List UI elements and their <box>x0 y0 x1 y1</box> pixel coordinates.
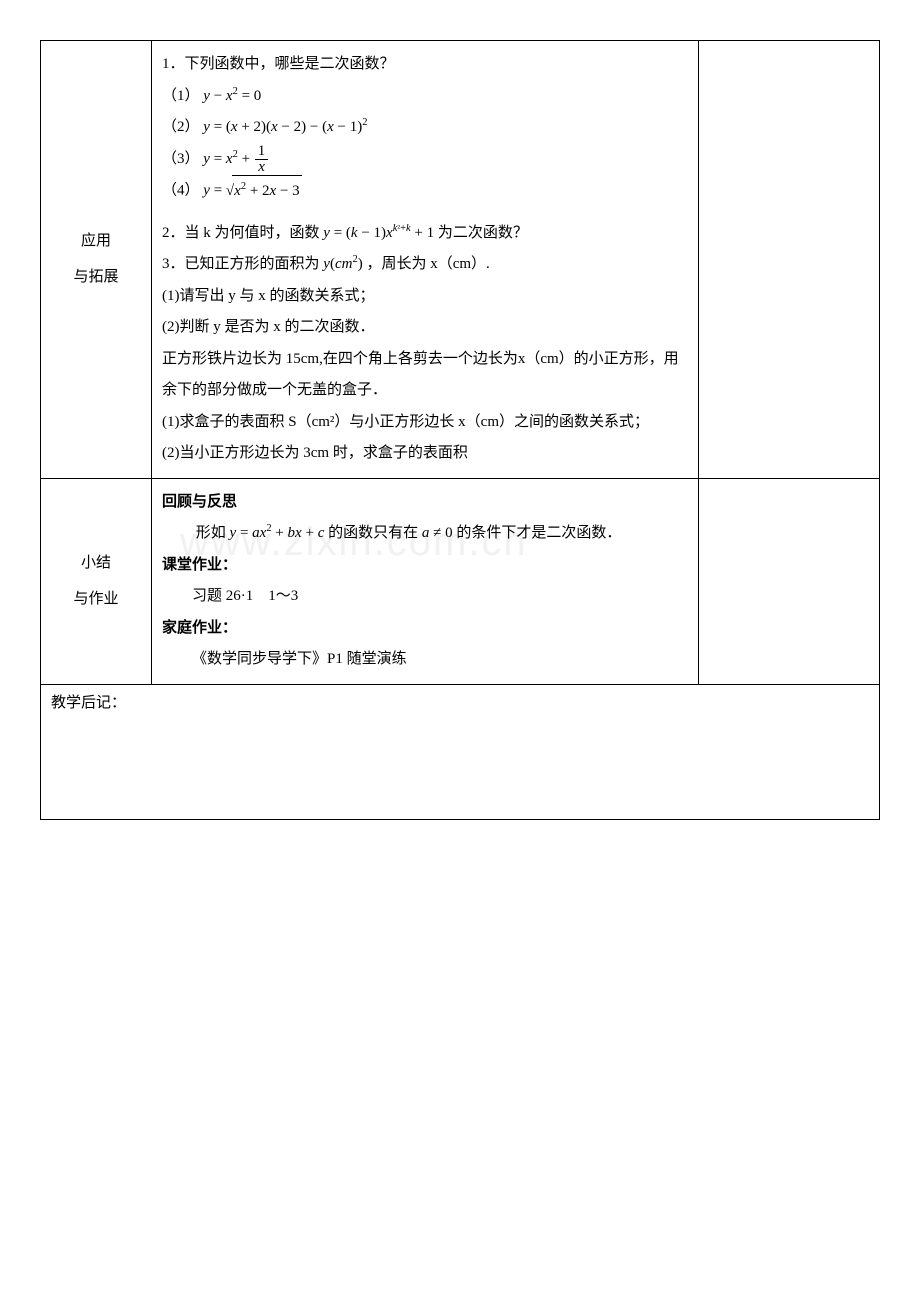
lesson-table: 应用与拓展 1．下列函数中，哪些是二次函数？ （1） y − x2 = 0 （2… <box>40 40 880 820</box>
homework-text: 《数学同步导学下》P1 随堂演练 <box>162 644 688 676</box>
label-applications: 应用与拓展 <box>41 41 152 479</box>
rt-b: 的函数只有在 <box>328 525 418 541</box>
heading-homework: 家庭作业： <box>162 613 688 645</box>
q3: 3．已知正方形的面积为 y(cm2) ，周长为 x（cm）. <box>162 249 688 281</box>
eq1: （1） y − x2 = 0 <box>162 81 688 113</box>
q3b: ，周长为 x（cm）. <box>366 256 489 272</box>
notes-label: 教学后记： <box>51 695 126 711</box>
content-notes: 教学后记： <box>41 684 880 819</box>
label-summary: 小结与作业 <box>41 478 152 684</box>
label-text-2: 小结与作业 <box>73 555 118 607</box>
q1-intro: 1．下列函数中，哪些是二次函数？ <box>162 49 688 81</box>
q2: 2．当 k 为何值时，函数 y = (k − 1)xk²+k + 1 为二次函数… <box>162 218 688 250</box>
classwork-text: 习题 26·1 1～3 <box>162 581 688 613</box>
content-summary: 回顾与反思 形如 y = ax2 + bx + c 的函数只有在 a ≠ 0 的… <box>152 478 699 684</box>
hw: 《数学同步导学下》P1 随堂演练 <box>192 651 407 667</box>
row-applications: 应用与拓展 1．下列函数中，哪些是二次函数？ （1） y − x2 = 0 （2… <box>41 41 880 479</box>
cw: 习题 26·1 1～3 <box>192 588 298 604</box>
side-summary <box>699 478 880 684</box>
q4-1: (1)求盒子的表面积 S（cm²）与小正方形边长 x（cm）之间的函数关系式； <box>162 407 688 439</box>
rt-a: 形如 <box>196 525 226 541</box>
eq2-pre: （2） <box>162 119 200 135</box>
eq2: （2） y = (x + 2)(x − 2) − (x − 1)2 <box>162 112 688 144</box>
heading-review: 回顾与反思 <box>162 487 688 519</box>
q4-2: (2)当小正方形边长为 3cm 时，求盒子的表面积 <box>162 438 688 470</box>
content-applications: 1．下列函数中，哪些是二次函数？ （1） y − x2 = 0 （2） y = … <box>152 41 699 479</box>
q3-1: (1)请写出 y 与 x 的函数关系式； <box>162 281 688 313</box>
eq3-pre: （3） <box>162 151 200 167</box>
label-text: 应用与拓展 <box>73 233 118 285</box>
side-applications <box>699 41 880 479</box>
eq1-pre: （1） <box>162 88 200 104</box>
row-summary: 小结与作业 回顾与反思 形如 y = ax2 + bx + c 的函数只有在 a… <box>41 478 880 684</box>
q2b: 为二次函数？ <box>438 225 528 241</box>
heading-classwork: 课堂作业： <box>162 550 688 582</box>
eq4-pre: （4） <box>162 183 200 199</box>
q3a: 3．已知正方形的面积为 <box>162 256 320 272</box>
review-text: 形如 y = ax2 + bx + c 的函数只有在 a ≠ 0 的条件下才是二… <box>162 518 688 550</box>
eq3: （3） y = x2 + 1x <box>162 144 688 176</box>
q4: 正方形铁片边长为 15cm,在四个角上各剪去一个边长为x（cm）的小正方形，用余… <box>162 344 688 407</box>
q2a: 2．当 k 为何值时，函数 <box>162 225 320 241</box>
rt-c: 的条件下才是二次函数． <box>456 525 621 541</box>
row-notes: 教学后记： <box>41 684 880 819</box>
eq4: （4） y = √x2 + 2x − 3 <box>162 175 688 208</box>
q3-2: (2)判断 y 是否为 x 的二次函数． <box>162 312 688 344</box>
